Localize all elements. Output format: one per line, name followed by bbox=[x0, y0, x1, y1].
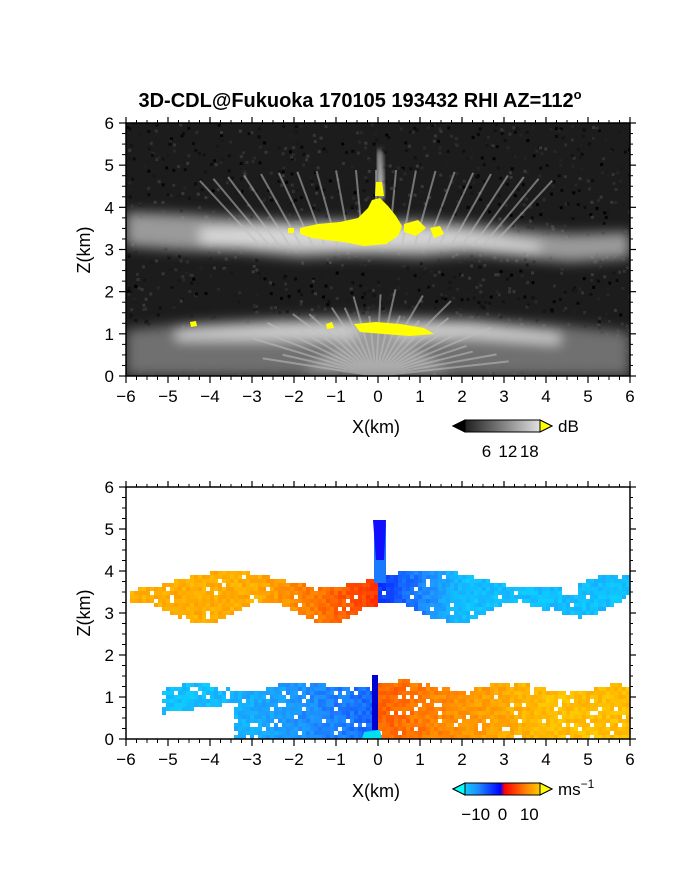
reflectivity-xtick-label: 0 bbox=[373, 387, 382, 406]
reflectivity-colorbar-unit: dB bbox=[558, 417, 579, 436]
beam-ray bbox=[481, 178, 540, 248]
saturated-echo bbox=[190, 182, 444, 336]
beam-ray bbox=[260, 173, 302, 247]
beam-ray bbox=[375, 353, 497, 376]
beam-ray bbox=[375, 360, 509, 376]
velocity-ytick-label: 6 bbox=[105, 478, 114, 497]
velocity-field bbox=[126, 487, 630, 739]
reflectivity-xtick-label: 5 bbox=[583, 387, 592, 406]
velocity-xtick-label: 3 bbox=[499, 750, 508, 769]
velocity-xtick-label: 2 bbox=[457, 750, 466, 769]
reflectivity-ylabel: Z(km) bbox=[74, 227, 94, 274]
reflectivity-xtick-label: −1 bbox=[326, 387, 345, 406]
beam-ray bbox=[375, 326, 492, 376]
beam-ray bbox=[262, 357, 377, 376]
reflectivity-xlabel: X(km) bbox=[352, 417, 400, 437]
velocity-xlabel: X(km) bbox=[352, 781, 400, 801]
beam-ray bbox=[438, 172, 475, 246]
beam-ray bbox=[212, 178, 271, 248]
velocity-xtick-label: −2 bbox=[284, 750, 303, 769]
reflectivity-xtick-label: 4 bbox=[541, 387, 550, 406]
reflectivity-xtick-label: −5 bbox=[158, 387, 177, 406]
beam-ray bbox=[375, 300, 452, 376]
reflectivity-xtick-label: 1 bbox=[415, 387, 424, 406]
figure-title: 3D-CDL@Fukuoka 170105 193432 RHI AZ=112o bbox=[138, 87, 581, 112]
reflectivity-xtick-label: 2 bbox=[457, 387, 466, 406]
beam-ray bbox=[282, 353, 377, 376]
velocity-xtick-label: −3 bbox=[242, 750, 261, 769]
reflectivity-colorbar-tick-label: 6 bbox=[482, 442, 491, 461]
reflectivity-ytick-label: 4 bbox=[105, 198, 114, 217]
beam-ray bbox=[375, 344, 467, 376]
beam-ray bbox=[375, 350, 473, 376]
velocity-ytick-label: 4 bbox=[105, 562, 114, 581]
velocity-xtick-label: −4 bbox=[200, 750, 219, 769]
beam-ray bbox=[270, 334, 377, 376]
velocity-ytick-label: 0 bbox=[105, 730, 114, 749]
reflectivity-colorbar: dB 6 12 18 bbox=[451, 417, 579, 461]
velocity-xtick-label: −6 bbox=[116, 750, 135, 769]
velocity-ytick-label: 1 bbox=[105, 688, 114, 707]
beam-ray bbox=[330, 307, 377, 376]
reflectivity-ytick-label: 2 bbox=[105, 283, 114, 302]
reflectivity-xtick-label: −2 bbox=[284, 387, 303, 406]
reflectivity-field bbox=[126, 123, 630, 376]
velocity-xtick-label: −5 bbox=[158, 750, 177, 769]
velocity-colorbar-tick-label: 10 bbox=[520, 805, 539, 824]
velocity-colorbar: ms−1 −10 0 10 bbox=[451, 777, 595, 824]
beam-ray bbox=[401, 170, 417, 246]
velocity-xtick-label: 4 bbox=[541, 750, 550, 769]
beam-ray bbox=[252, 337, 377, 376]
beam-ray bbox=[426, 171, 456, 246]
reflectivity-xtick-label: −3 bbox=[242, 387, 261, 406]
velocity-ytick-label: 3 bbox=[105, 604, 114, 623]
velocity-colorbar-unit: ms−1 bbox=[558, 777, 595, 799]
beam-ray bbox=[329, 321, 377, 376]
beam-ray bbox=[450, 173, 492, 247]
reflectivity-xtick-label: −4 bbox=[200, 387, 219, 406]
beam-ray bbox=[296, 327, 377, 376]
reflectivity-xtick-label: 3 bbox=[499, 387, 508, 406]
velocity-ylabel: Z(km) bbox=[74, 590, 94, 637]
velocity-xtick-label: 0 bbox=[373, 750, 382, 769]
beam-ray bbox=[227, 176, 281, 247]
beam-ray bbox=[375, 294, 424, 376]
beam-ray bbox=[375, 294, 382, 376]
reflectivity-xtick-label: −6 bbox=[116, 387, 135, 406]
reflectivity-ytick-label: 5 bbox=[105, 156, 114, 175]
reflectivity-ytick-label: 6 bbox=[105, 114, 114, 133]
beam-ray bbox=[375, 317, 450, 376]
velocity-xtick-label: 1 bbox=[415, 750, 424, 769]
reflectivity-ytick-label: 0 bbox=[105, 367, 114, 386]
velocity-xtick-label: −1 bbox=[326, 750, 345, 769]
beam-ray bbox=[292, 313, 377, 376]
beam-ray bbox=[266, 322, 377, 376]
reflectivity-xtick-label: 6 bbox=[625, 387, 634, 406]
beam-ray bbox=[352, 296, 377, 376]
velocity-xtick-label: 6 bbox=[625, 750, 634, 769]
beam-ray bbox=[343, 307, 377, 376]
beam-ray bbox=[375, 326, 470, 376]
beam-ray bbox=[471, 176, 525, 247]
reflectivity-colorbar-tick-label: 18 bbox=[520, 442, 539, 461]
reflectivity-colorbar-tick-label: 12 bbox=[498, 442, 517, 461]
beam-ray bbox=[243, 174, 291, 247]
beam-ray bbox=[199, 180, 262, 248]
velocity-ytick-label: 5 bbox=[105, 520, 114, 539]
velocity-ytick-label: 2 bbox=[105, 646, 114, 665]
reflectivity-ytick-label: 3 bbox=[105, 241, 114, 260]
beam-ray bbox=[375, 326, 452, 376]
velocity-colorbar-tick-label: 0 bbox=[498, 805, 507, 824]
reflectivity-ytick-label: 1 bbox=[105, 325, 114, 344]
beam-ray bbox=[490, 180, 553, 248]
beam-ray bbox=[461, 174, 509, 247]
beam-ray bbox=[308, 313, 377, 376]
velocity-xtick-label: 5 bbox=[583, 750, 592, 769]
velocity-colorbar-tick-label: −10 bbox=[461, 805, 490, 824]
